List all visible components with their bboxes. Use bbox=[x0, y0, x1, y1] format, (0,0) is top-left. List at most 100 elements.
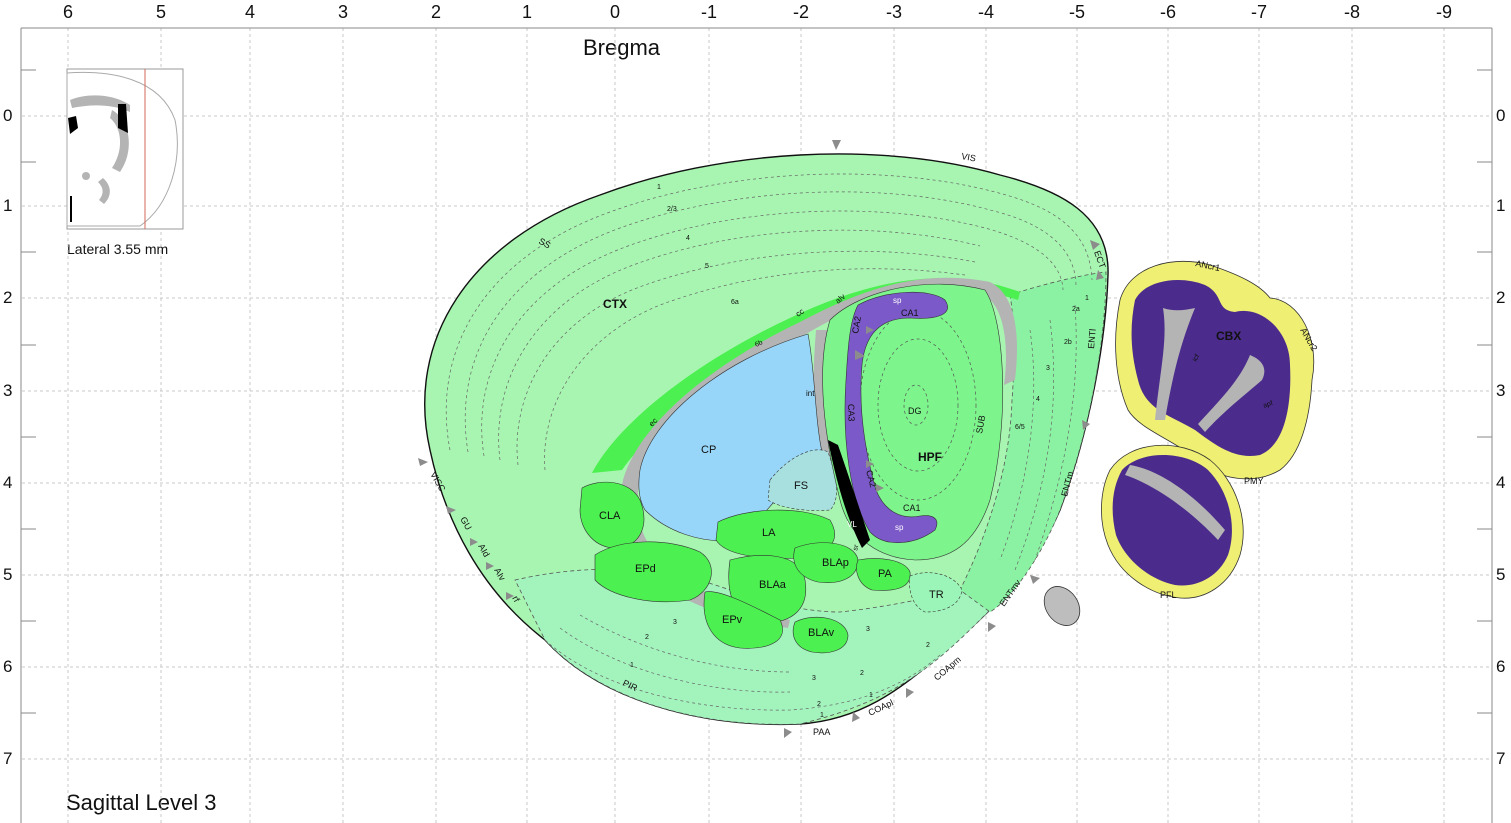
fundus-striatum bbox=[767, 449, 837, 511]
top-tick: 2 bbox=[430, 2, 442, 22]
region-blap bbox=[793, 542, 859, 583]
top-tick: 3 bbox=[337, 2, 349, 22]
region-labels: CTX HPF CBX CP FS CLA LA EPd EPv BLAa BL… bbox=[599, 184, 1319, 719]
boundary-ss: SS bbox=[537, 236, 552, 250]
label-pir-3: 3 bbox=[673, 619, 677, 626]
label-ca2-top: CA2 bbox=[850, 315, 863, 334]
label-sp-top: sp bbox=[893, 296, 902, 305]
label-ent-65: 6/5 bbox=[1015, 424, 1025, 431]
label-coa-3: 3 bbox=[866, 626, 870, 633]
top-tick: -6 bbox=[1159, 2, 1177, 22]
label-blaa: BLAa bbox=[759, 579, 787, 591]
region-blav bbox=[792, 616, 849, 654]
side-tick-right: 2 bbox=[1496, 288, 1506, 307]
label-layer-4: 4 bbox=[686, 235, 690, 242]
label-ent-2a: 2a bbox=[1072, 306, 1080, 313]
label-ca1-top: CA1 bbox=[901, 308, 919, 318]
top-tick: -8 bbox=[1343, 2, 1361, 22]
label-coa-2: 2 bbox=[860, 670, 864, 677]
top-tick: -5 bbox=[1068, 2, 1086, 22]
label-layer-5: 5 bbox=[705, 263, 709, 270]
top-tick: -2 bbox=[792, 2, 810, 22]
label-vl: VL bbox=[847, 520, 857, 529]
frame bbox=[20, 27, 1493, 823]
level-label: Sagittal Level 3 bbox=[66, 790, 217, 815]
label-cla: CLA bbox=[599, 510, 621, 522]
label-coapm-2: 2 bbox=[926, 642, 930, 649]
label-coa-1: 1 bbox=[869, 692, 873, 699]
label-sp-bot: sp bbox=[895, 523, 904, 532]
side-tick-right: 6 bbox=[1496, 657, 1506, 676]
side-tick-left: 7 bbox=[3, 749, 13, 768]
label-int: int bbox=[806, 389, 815, 398]
pyramidal-layer bbox=[844, 291, 948, 543]
top-tick: 6 bbox=[62, 2, 74, 22]
label-cp: CP bbox=[701, 444, 716, 456]
label-blap: BLAp bbox=[822, 557, 849, 569]
label-ent-1: 1 bbox=[1085, 295, 1089, 302]
lateral-label: Lateral 3.55 mm bbox=[67, 241, 169, 257]
label-pa: PA bbox=[878, 568, 893, 580]
region-epd bbox=[594, 541, 712, 603]
side-tick-left: 2 bbox=[3, 288, 13, 307]
boundary-markers bbox=[418, 140, 1104, 738]
label-tr: TR bbox=[929, 589, 944, 601]
side-tick-right: 7 bbox=[1496, 749, 1506, 768]
label-hpf: HPF bbox=[918, 450, 942, 464]
side-tick-left: 0 bbox=[3, 106, 13, 125]
boundary-vis: VIS bbox=[961, 151, 977, 163]
top-tick: -9 bbox=[1435, 2, 1453, 22]
label-sub: SUB bbox=[974, 414, 987, 434]
side-tick-right: 0 bbox=[1496, 106, 1506, 125]
label-blav: BLAv bbox=[808, 627, 835, 639]
label-epv: EPv bbox=[722, 614, 743, 626]
label-ca2-bot: CA2 bbox=[864, 469, 878, 489]
region-cla bbox=[579, 481, 645, 549]
label-ent-2b: 2b bbox=[1064, 339, 1072, 346]
side-tick-left: 3 bbox=[3, 381, 13, 400]
top-tick: 0 bbox=[609, 2, 621, 22]
label-pir-2: 2 bbox=[645, 634, 649, 641]
label-ctx: CTX bbox=[603, 297, 627, 311]
label-ent-4: 4 bbox=[1036, 396, 1040, 403]
top-tick: 5 bbox=[155, 2, 167, 22]
side-tick-right: 4 bbox=[1496, 473, 1506, 492]
side-tick-left: 5 bbox=[3, 565, 13, 584]
boundary-paa: PAA bbox=[813, 727, 830, 737]
side-tick-right: 3 bbox=[1496, 381, 1506, 400]
label-pfl: PFL bbox=[1160, 590, 1177, 600]
boundary-rf: rf bbox=[510, 594, 522, 604]
bregma-label: Bregma bbox=[583, 35, 661, 60]
label-paa-2: 2 bbox=[817, 701, 821, 708]
paraflocculus-blob bbox=[1043, 586, 1081, 626]
label-apf: apf bbox=[1262, 400, 1274, 410]
top-tick: -4 bbox=[977, 2, 995, 22]
label-fs: FS bbox=[794, 480, 808, 492]
label-6b: 6b bbox=[754, 339, 764, 349]
hpf-rings bbox=[859, 309, 977, 501]
label-ent-3: 3 bbox=[1046, 365, 1050, 372]
side-tick-left: 1 bbox=[3, 196, 13, 215]
side-tick-left: 6 bbox=[3, 657, 13, 676]
region-pa bbox=[856, 558, 911, 591]
side-tick-right: 5 bbox=[1496, 565, 1506, 584]
label-ca1-bot: CA1 bbox=[903, 503, 921, 513]
cortical-layers bbox=[445, 173, 1093, 711]
label-layer-6a: 6a bbox=[731, 299, 739, 306]
label-pmy: PMY bbox=[1244, 476, 1264, 486]
label-ca3: CA3 bbox=[846, 404, 857, 422]
label-sr: sr bbox=[852, 543, 860, 551]
top-tick: -3 bbox=[885, 2, 903, 22]
label-pir-1: 1 bbox=[630, 662, 634, 669]
boundary-entl: ENTl bbox=[1086, 328, 1098, 349]
side-tick-left: 4 bbox=[3, 473, 13, 492]
entorhinal-area bbox=[959, 271, 1107, 613]
label-cbx: CBX bbox=[1216, 329, 1241, 343]
label-icf: icf bbox=[1192, 353, 1202, 363]
top-tick: -7 bbox=[1250, 2, 1268, 22]
top-tick: 4 bbox=[244, 2, 256, 22]
cerebellum bbox=[1101, 260, 1315, 599]
inset-schematic bbox=[66, 68, 184, 230]
region-epv bbox=[703, 591, 783, 649]
